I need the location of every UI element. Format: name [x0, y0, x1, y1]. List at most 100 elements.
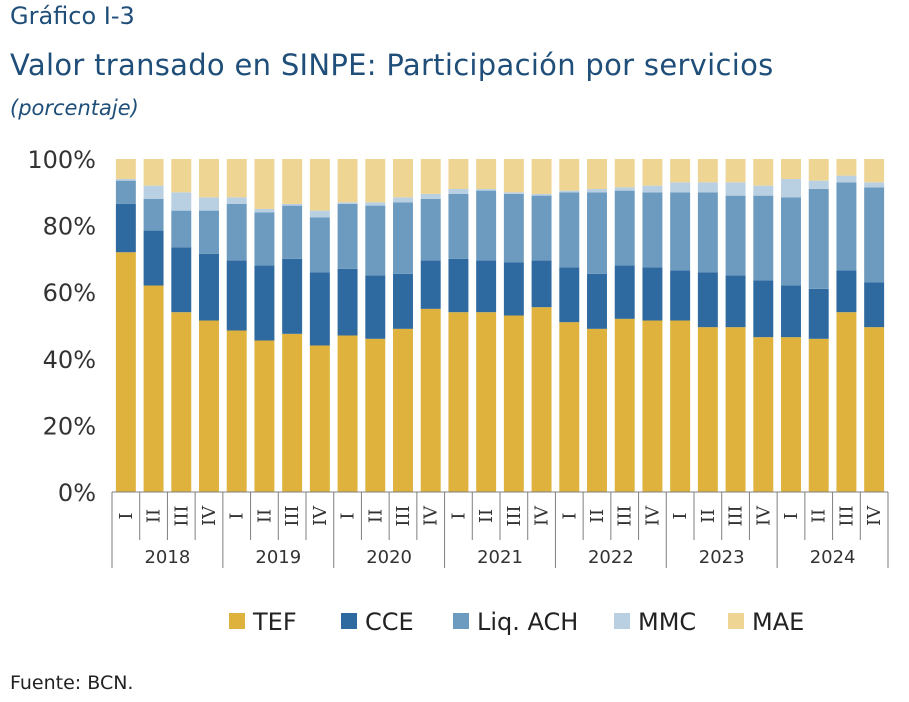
- bar-segment-cce: [836, 270, 857, 313]
- legend-label: MMC: [638, 608, 696, 636]
- y-tick-label: 100%: [27, 146, 96, 174]
- bar-segment-mmc: [115, 178, 136, 181]
- bar-segment-mae: [393, 159, 413, 198]
- bar-segment-cce: [143, 230, 164, 286]
- bar-segment-liq-ach: [143, 198, 164, 231]
- legend-label: CCE: [365, 608, 414, 636]
- bar-segment-tef: [642, 320, 663, 492]
- source-note: Fuente: BCN.: [10, 672, 134, 694]
- bar-segment-mae: [199, 159, 219, 198]
- bar-segment-mae: [448, 159, 469, 189]
- quarter-tick-label: IV: [310, 505, 331, 526]
- bar-segment-cce: [614, 265, 635, 319]
- bar-segment-cce: [337, 268, 358, 336]
- bar-segment-cce: [753, 280, 774, 338]
- bar-segment-tef: [559, 322, 580, 492]
- quarter-tick-label: I: [338, 512, 359, 519]
- bar-segment-tef: [143, 285, 164, 492]
- bar-segment-tef: [587, 328, 607, 492]
- bar-segment-cce: [199, 253, 219, 321]
- bar-segment-tef: [420, 308, 441, 492]
- bar-segment-cce: [725, 275, 746, 328]
- bar-segment-mmc: [254, 208, 275, 213]
- bar-segment-tef: [864, 327, 885, 492]
- bar-segment-mmc: [559, 190, 580, 193]
- quarter-tick-label: III: [504, 505, 525, 526]
- bar-segment-mae: [642, 159, 663, 186]
- bar-segment-liq-ach: [115, 180, 136, 204]
- bar-segment-tef: [226, 330, 247, 492]
- bar-segment-tef: [199, 320, 219, 492]
- bar-segment-mmc: [226, 197, 247, 204]
- bar-segment-cce: [559, 267, 580, 323]
- year-tick-label: 2020: [366, 547, 412, 568]
- quarter-tick-label: I: [559, 512, 580, 519]
- chart-label: Gráfico I-3: [10, 2, 135, 30]
- bar-segment-mmc: [725, 182, 746, 196]
- bar-segment-tef: [614, 318, 635, 492]
- bar-segment-liq-ach: [587, 192, 607, 274]
- bar-segment-liq-ach: [309, 217, 330, 273]
- year-tick-label: 2022: [588, 547, 634, 568]
- y-tick-label: 40%: [43, 346, 96, 374]
- quarter-tick-label: III: [726, 505, 747, 526]
- bar-segment-liq-ach: [420, 198, 441, 261]
- legend-label: TEF: [252, 608, 297, 636]
- bar-segment-mmc: [420, 193, 441, 199]
- bar-segment-cce: [171, 247, 192, 313]
- bar-segment-mae: [587, 159, 607, 189]
- quarter-tick-label: IV: [421, 505, 442, 526]
- bar-segment-mmc: [864, 182, 885, 188]
- bar-segment-mmc: [337, 202, 358, 204]
- bar-segment-mae: [365, 159, 386, 203]
- bar-segment-tef: [282, 333, 303, 492]
- year-tick-label: 2018: [144, 547, 190, 568]
- bar-segment-tef: [448, 312, 469, 492]
- bar-segment-liq-ach: [226, 203, 247, 261]
- bar-segment-liq-ach: [503, 193, 524, 263]
- legend-swatch-liq-ach: [453, 613, 469, 629]
- bar-segment-mmc: [503, 192, 524, 194]
- y-tick-label: 20%: [43, 412, 96, 440]
- bar-segment-mae: [725, 159, 746, 183]
- bar-segment-cce: [697, 272, 718, 328]
- quarter-tick-label: III: [282, 505, 303, 526]
- quarter-tick-label: I: [670, 512, 691, 519]
- bar-segment-tef: [836, 312, 857, 492]
- bar-segment-liq-ach: [697, 192, 718, 273]
- year-tick-label: 2023: [699, 547, 745, 568]
- bar-segment-mae: [531, 159, 552, 194]
- bar-segment-mae: [753, 159, 774, 186]
- bar-segment-cce: [115, 203, 136, 253]
- bar-segment-liq-ach: [836, 182, 857, 271]
- bar-segment-mae: [559, 159, 580, 191]
- bar-segment-mmc: [199, 197, 219, 211]
- chart-title: Valor transado en SINPE: Participación p…: [10, 48, 774, 82]
- bar-segment-liq-ach: [753, 195, 774, 281]
- legend-swatch-cce: [341, 613, 357, 629]
- bar-segment-mmc: [476, 188, 497, 191]
- bar-segment-cce: [670, 270, 691, 321]
- bar-segment-mmc: [753, 185, 774, 196]
- year-tick-label: 2021: [477, 547, 523, 568]
- bar-segment-tef: [309, 345, 330, 492]
- bar-segment-mae: [115, 159, 136, 179]
- bar-segment-liq-ach: [282, 205, 303, 259]
- bar-segment-mae: [143, 159, 164, 186]
- bar-segment-mae: [836, 159, 857, 176]
- bar-segment-tef: [254, 340, 275, 492]
- bar-segment-mmc: [171, 192, 192, 211]
- bar-segment-mae: [503, 159, 524, 193]
- bar-segment-tef: [781, 337, 801, 492]
- quarter-tick-label: IV: [642, 505, 663, 526]
- quarter-tick-label: II: [254, 509, 275, 523]
- bar-segment-liq-ach: [337, 203, 358, 269]
- bar-segment-cce: [642, 267, 663, 321]
- bar-segment-liq-ach: [531, 195, 552, 261]
- bar-segment-liq-ach: [559, 192, 580, 268]
- bar-segment-mae: [781, 159, 801, 179]
- quarter-tick-label: III: [615, 505, 636, 526]
- bar-segment-cce: [254, 265, 275, 341]
- bar-segment-liq-ach: [725, 195, 746, 276]
